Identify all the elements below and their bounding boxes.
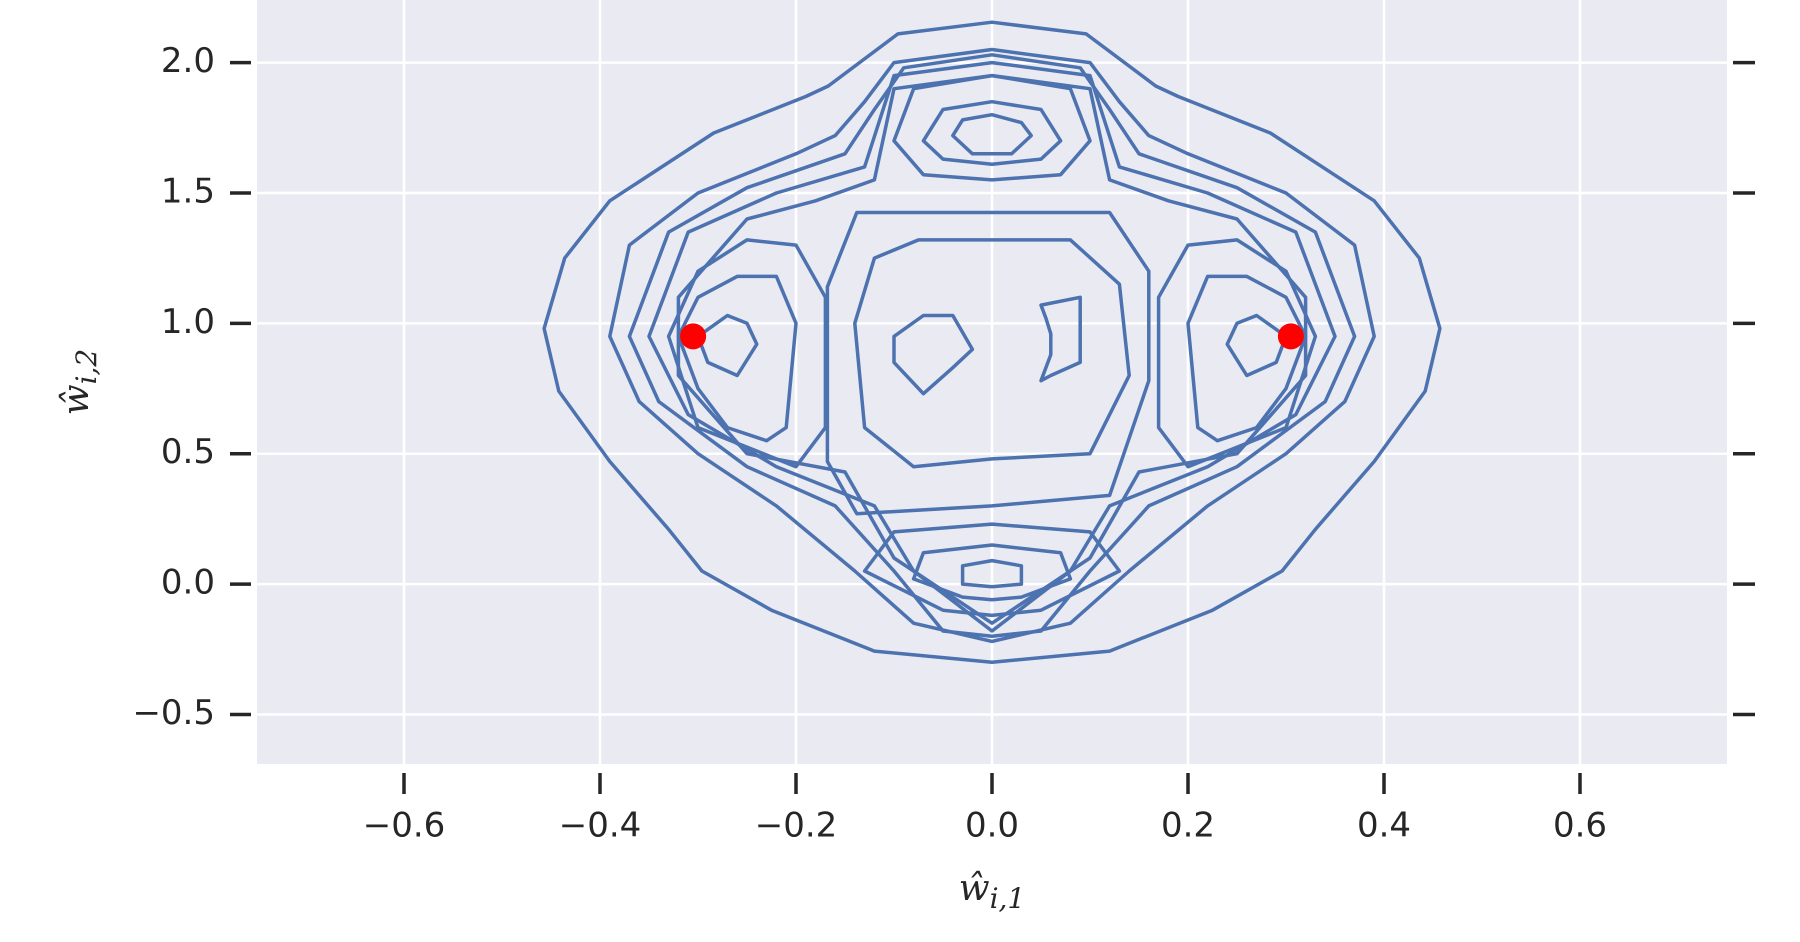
grid bbox=[257, 0, 1727, 764]
y-label-sub: i,2 bbox=[70, 349, 103, 385]
contour-line bbox=[647, 60, 1337, 633]
y-tick-label: 0.5 bbox=[161, 432, 215, 472]
x-tick-label: −0.2 bbox=[755, 806, 838, 846]
contour-line bbox=[892, 73, 1092, 182]
marks bbox=[542, 20, 1442, 665]
y-tick-label: 1.5 bbox=[161, 171, 215, 211]
x-tick-label: 0.2 bbox=[1161, 806, 1215, 846]
point bbox=[1277, 323, 1304, 350]
contour-line bbox=[542, 20, 1442, 665]
y-tick-label: −0.5 bbox=[132, 693, 215, 733]
y-label-base: ŵ bbox=[56, 384, 97, 415]
contour-line bbox=[1156, 238, 1318, 469]
x-label-sub: i,1 bbox=[990, 882, 1026, 915]
x-tick-label: 0.6 bbox=[1553, 806, 1607, 846]
contour-line bbox=[825, 210, 1151, 516]
contour-line bbox=[1039, 295, 1082, 383]
x-tick-label: −0.6 bbox=[363, 806, 446, 846]
x-tick-label: −0.4 bbox=[559, 806, 642, 846]
x-tick-label: 0.0 bbox=[965, 806, 1019, 846]
contour-line bbox=[676, 274, 798, 443]
contour-line bbox=[960, 558, 1024, 589]
contour-line bbox=[951, 112, 1033, 156]
x-axis-label: ŵi,1 bbox=[959, 868, 1026, 915]
x-tick-label: 0.4 bbox=[1357, 806, 1411, 846]
y-tick-label: 0.0 bbox=[161, 563, 215, 603]
y-tick-label: 1.0 bbox=[161, 302, 215, 342]
contour-line bbox=[666, 238, 828, 469]
contour-line bbox=[676, 73, 1308, 625]
contour-line bbox=[608, 47, 1376, 644]
y-tick-label: 2.0 bbox=[161, 41, 215, 81]
contour-line bbox=[1186, 274, 1308, 443]
y-axis-label: ŵi,2 bbox=[56, 349, 103, 416]
contour-line bbox=[627, 53, 1357, 638]
contour-line bbox=[853, 238, 1131, 469]
contour-line bbox=[862, 522, 1122, 618]
contour-line bbox=[892, 313, 975, 396]
contour-line bbox=[921, 99, 1063, 167]
x-label-base: ŵ bbox=[959, 868, 990, 909]
contour-line bbox=[911, 543, 1073, 602]
point bbox=[680, 323, 707, 350]
